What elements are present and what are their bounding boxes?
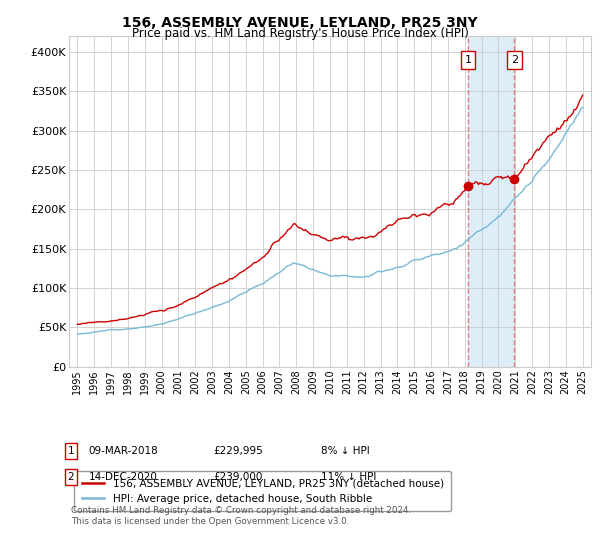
Text: 156, ASSEMBLY AVENUE, LEYLAND, PR25 3NY: 156, ASSEMBLY AVENUE, LEYLAND, PR25 3NY — [122, 16, 478, 30]
Text: 1: 1 — [464, 55, 472, 65]
Text: 14-DEC-2020: 14-DEC-2020 — [89, 472, 158, 482]
Text: 8% ↓ HPI: 8% ↓ HPI — [321, 446, 370, 456]
Text: 1: 1 — [67, 446, 74, 456]
Legend: 156, ASSEMBLY AVENUE, LEYLAND, PR25 3NY (detached house), HPI: Average price, de: 156, ASSEMBLY AVENUE, LEYLAND, PR25 3NY … — [74, 471, 451, 511]
Bar — [468, 36, 514, 367]
Text: 2: 2 — [67, 472, 74, 482]
Text: £239,000: £239,000 — [213, 472, 262, 482]
Text: 11% ↓ HPI: 11% ↓ HPI — [321, 472, 376, 482]
Text: £229,995: £229,995 — [213, 446, 263, 456]
Text: Price paid vs. HM Land Registry's House Price Index (HPI): Price paid vs. HM Land Registry's House … — [131, 27, 469, 40]
Text: 2: 2 — [511, 55, 518, 65]
Text: 09-MAR-2018: 09-MAR-2018 — [89, 446, 158, 456]
Text: Contains HM Land Registry data © Crown copyright and database right 2024.
This d: Contains HM Land Registry data © Crown c… — [71, 506, 411, 526]
